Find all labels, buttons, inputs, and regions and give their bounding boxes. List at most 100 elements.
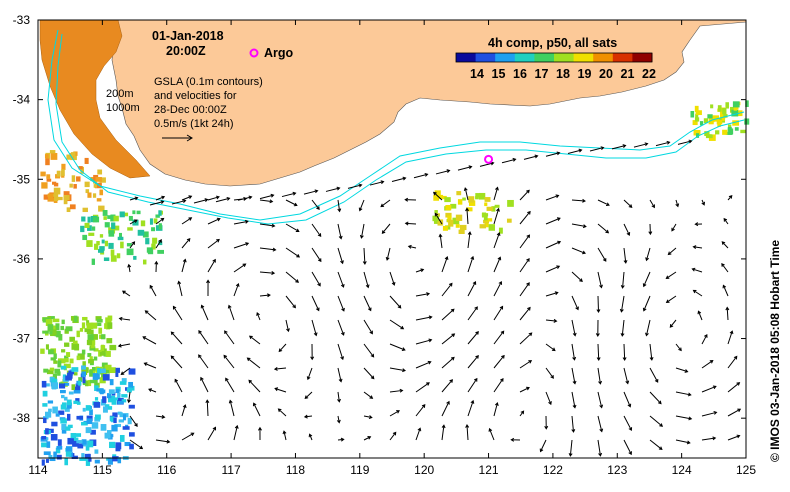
velocity-arrow <box>273 366 287 371</box>
velocity-arrow <box>389 295 402 309</box>
sst-pixel <box>115 442 122 450</box>
isobath-label-200m: 200m <box>106 88 134 100</box>
sst-pixel <box>99 377 106 384</box>
sst-pixel <box>149 218 153 225</box>
velocity-arrow <box>154 260 159 273</box>
velocity-arrow <box>389 410 400 417</box>
sst-pixel <box>82 377 86 384</box>
velocity-arrow <box>118 316 131 321</box>
sst-pixel <box>699 121 704 126</box>
sst-pixel <box>123 414 127 421</box>
sst-pixel <box>693 129 701 136</box>
sst-pixel <box>498 227 503 234</box>
velocity-arrow <box>404 197 417 202</box>
sst-pixel <box>93 184 97 188</box>
velocity-arrow <box>510 437 521 442</box>
sst-pixel <box>56 170 61 177</box>
sst-pixel <box>98 327 103 334</box>
sst-pixel <box>126 387 132 393</box>
sst-pixel <box>94 397 99 401</box>
velocity-arrow <box>545 240 562 249</box>
velocity-arrow <box>545 367 554 379</box>
sst-pixel <box>475 193 482 198</box>
sst-pixel <box>43 417 47 424</box>
velocity-arrow <box>337 199 342 213</box>
sst-pixel <box>82 407 86 412</box>
colorbar-segment <box>514 53 535 62</box>
sst-pixel <box>695 110 702 115</box>
sst-pixel <box>50 153 58 160</box>
sst-pixel <box>73 400 79 404</box>
velocity-arrow <box>623 367 630 385</box>
sst-pixel <box>107 430 112 434</box>
velocity-arrow <box>224 330 235 345</box>
sst-pixel <box>107 458 113 465</box>
velocity-arrow <box>174 378 183 393</box>
sst-pixel <box>89 379 95 384</box>
velocity-arrow <box>675 439 691 445</box>
colorbar-label: 18 <box>556 67 570 81</box>
velocity-arrow <box>697 310 703 321</box>
velocity-arrow <box>441 282 453 297</box>
velocity-arrow <box>337 367 343 383</box>
colorbar-label: 14 <box>470 67 484 81</box>
sst-pixel <box>87 216 91 223</box>
sst-pixel <box>67 424 73 429</box>
velocity-arrow <box>227 304 235 321</box>
sst-pixel <box>60 325 64 331</box>
velocity-arrow <box>120 367 131 376</box>
sst-pixel <box>85 459 91 466</box>
sst-pixel <box>48 454 53 459</box>
sst-pixel <box>49 457 56 462</box>
sst-pixel <box>89 369 93 377</box>
sst-pixel <box>65 451 72 457</box>
velocity-arrow <box>620 271 625 289</box>
sst-pixel <box>707 114 713 119</box>
velocity-arrow <box>181 237 191 249</box>
velocity-arrow <box>727 355 738 369</box>
sst-pixel <box>109 379 114 386</box>
velocity-arrow <box>389 319 405 330</box>
sst-pixel <box>70 315 75 321</box>
sst-pixel <box>128 368 136 375</box>
sst-pixel <box>84 222 90 228</box>
y-axis: -33 -34 -35 -36 -37 -38 <box>13 13 746 425</box>
sst-pixel <box>85 189 90 194</box>
velocity-arrow <box>415 427 422 441</box>
velocity-arrow <box>519 360 533 369</box>
velocity-arrow <box>493 354 505 369</box>
velocity-arrow <box>677 139 693 145</box>
credit-label: © IMOS 03-Jan-2018 05:08 Hobart Time <box>768 240 782 462</box>
velocity-arrow <box>233 219 249 225</box>
velocity-arrow <box>389 388 404 393</box>
date-label: 01-Jan-2018 <box>152 29 224 43</box>
sst-pixel <box>118 232 122 239</box>
argo-legend-label: Argo <box>264 46 294 60</box>
y-tick-label: -37 <box>13 332 31 346</box>
velocity-arrow <box>129 415 138 427</box>
sst-pixel <box>81 371 86 377</box>
sst-pixel <box>721 116 726 121</box>
velocity-arrow <box>622 343 627 361</box>
sst-pixel <box>63 199 68 205</box>
sst-pixel <box>45 319 53 326</box>
sst-pixel <box>61 426 67 434</box>
velocity-arrow <box>493 280 503 297</box>
sst-pixel <box>85 427 92 434</box>
sst-pixel <box>484 197 491 202</box>
sst-pixel <box>64 342 70 347</box>
sst-pixel <box>41 380 47 388</box>
sst-pixel <box>105 368 110 374</box>
sst-pixel <box>85 380 89 387</box>
sst-pixel <box>110 217 115 222</box>
sst-pixel <box>486 206 493 211</box>
sst-pixel <box>99 189 104 196</box>
sst-pixel <box>115 367 120 373</box>
velocity-arrow <box>595 319 600 337</box>
velocity-arrow <box>493 256 502 273</box>
velocity-arrow <box>727 408 742 417</box>
sst-pixel <box>124 441 131 447</box>
sst-pixel <box>95 176 102 182</box>
sst-pixel <box>54 332 60 337</box>
sst-pixel <box>105 350 111 357</box>
